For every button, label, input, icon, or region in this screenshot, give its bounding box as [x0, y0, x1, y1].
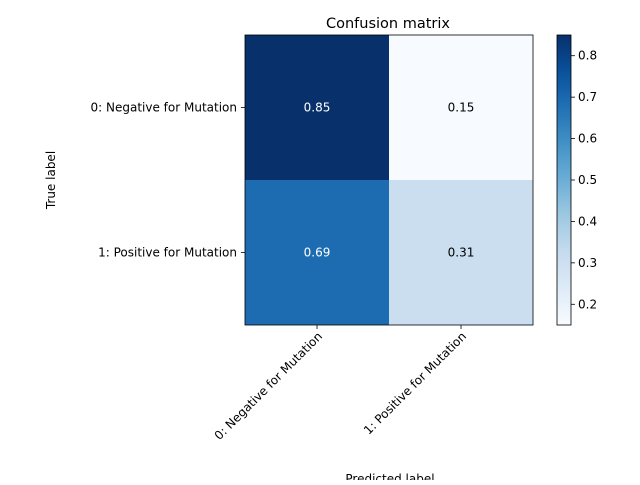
heatmap-cell-1-0 [245, 180, 389, 325]
colorbar-tick-label-0: 0.2 [578, 297, 597, 311]
colorbar-tick-label-4: 0.6 [578, 132, 597, 146]
x-tick-label-1: 1: Positive for Mutation [361, 329, 469, 437]
cell-value-label-1-1: 0.31 [448, 246, 475, 260]
y-tick-label-1: 1: Positive for Mutation [98, 246, 237, 260]
colorbar-gradient [556, 34, 572, 326]
x-axis-label: Predicted label [345, 472, 434, 480]
cell-value-label-0-1: 0.15 [448, 101, 475, 115]
heatmap-cell-1-1 [389, 180, 533, 325]
y-axis-label: True label [44, 151, 58, 210]
plot-frame [244, 34, 534, 326]
y-axis-ticks: 0: Negative for Mutation 1: Positive for … [91, 101, 245, 260]
heatmap-cells [244, 34, 534, 326]
y-tick-label-0: 0: Negative for Mutation [91, 101, 237, 115]
cell-value-label-0-0: 0.85 [304, 101, 331, 115]
chart-title: Confusion matrix [326, 16, 450, 32]
colorbar-tick-label-6: 0.8 [578, 49, 597, 63]
x-axis-ticks: 0: Negative for Mutation 1: Positive for … [212, 325, 469, 443]
colorbar-tick-label-3: 0.5 [578, 173, 597, 187]
heatmap-cell-0-1 [389, 35, 533, 180]
colorbar-tick-label-2: 0.4 [578, 214, 597, 228]
heatmap-cell-0-0 [245, 35, 389, 180]
heatmap-cell-labels: 0.85 0.15 0.69 0.31 [304, 101, 475, 260]
colorbar-tick-label-1: 0.3 [578, 256, 597, 270]
x-tick-label-0: 0: Negative for Mutation [212, 329, 325, 442]
colorbar-tick-label-5: 0.7 [578, 90, 597, 104]
cell-value-label-1-0: 0.69 [304, 246, 331, 260]
colorbar: 0.2 0.3 0.4 0.5 0.6 0.7 0.8 [556, 34, 597, 326]
